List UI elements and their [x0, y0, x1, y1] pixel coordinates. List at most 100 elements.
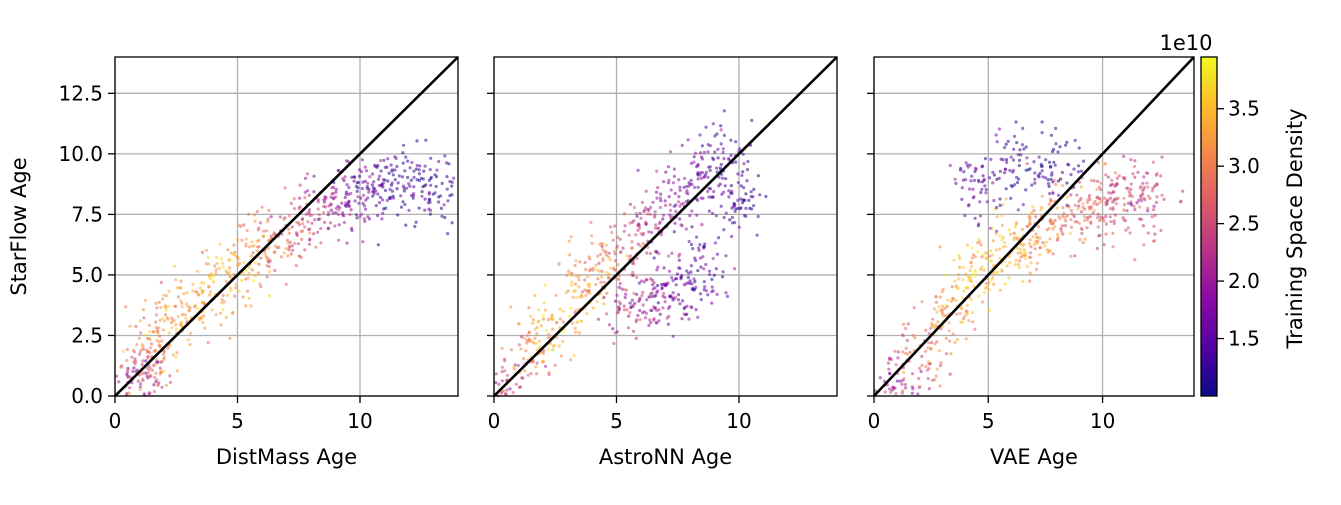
data-point	[698, 243, 702, 247]
data-point	[143, 333, 147, 337]
grid	[493, 57, 837, 397]
data-point	[1141, 188, 1145, 192]
data-point	[1089, 215, 1093, 219]
data-point	[448, 194, 452, 198]
data-point	[1020, 143, 1025, 147]
data-point	[953, 340, 957, 345]
data-point	[740, 201, 745, 205]
data-point	[722, 215, 726, 220]
data-point	[146, 371, 150, 375]
data-point	[390, 168, 394, 172]
data-point	[1121, 176, 1125, 180]
data-point	[668, 150, 673, 154]
data-point	[930, 341, 934, 345]
data-point	[381, 178, 386, 182]
data-point	[254, 273, 258, 277]
data-point	[692, 160, 696, 164]
data-point	[535, 372, 539, 376]
data-point	[988, 226, 993, 230]
data-point	[568, 253, 572, 257]
data-point	[1126, 201, 1130, 205]
data-point	[357, 201, 361, 205]
data-point	[988, 254, 992, 258]
data-point	[1091, 211, 1095, 215]
data-point	[139, 382, 143, 386]
data-point	[708, 273, 712, 277]
data-point	[132, 360, 136, 364]
data-point	[567, 269, 571, 273]
data-point	[611, 238, 615, 242]
data-point	[971, 311, 975, 315]
data-point	[973, 166, 978, 170]
data-point	[1077, 146, 1081, 150]
data-point	[739, 197, 743, 201]
data-point	[126, 367, 130, 371]
data-point	[681, 299, 685, 303]
data-point	[684, 313, 688, 317]
data-point	[1104, 222, 1108, 226]
data-point	[998, 203, 1002, 207]
data-point	[360, 186, 364, 191]
data-point	[203, 326, 207, 330]
data-point	[655, 268, 659, 272]
data-point	[973, 255, 977, 259]
data-point	[689, 178, 693, 182]
data-point	[316, 230, 320, 234]
data-point	[685, 269, 689, 273]
data-point	[374, 204, 378, 208]
x-tick-label: 5	[231, 409, 244, 433]
data-point	[931, 317, 935, 321]
data-point	[522, 357, 526, 361]
data-point	[1056, 193, 1060, 197]
data-point	[1088, 193, 1092, 198]
data-point	[165, 315, 169, 319]
data-point	[641, 290, 645, 294]
data-point	[244, 237, 249, 241]
data-point	[553, 363, 557, 367]
data-point	[327, 204, 331, 208]
data-point	[542, 301, 546, 305]
data-point	[381, 211, 385, 215]
data-point	[1053, 163, 1057, 167]
data-point	[668, 213, 672, 217]
data-point	[947, 329, 951, 333]
data-point	[723, 184, 727, 188]
axes-frame	[114, 56, 459, 397]
data-point	[739, 184, 743, 188]
data-point	[651, 287, 655, 291]
data-point	[644, 278, 648, 282]
data-point	[152, 389, 156, 394]
data-point	[693, 185, 697, 190]
data-point	[963, 314, 967, 318]
data-point	[641, 233, 645, 237]
data-point	[719, 204, 723, 208]
data-point	[961, 278, 965, 282]
data-point	[1151, 186, 1155, 190]
data-point	[636, 242, 640, 246]
data-point	[991, 181, 995, 185]
data-point	[733, 267, 737, 271]
data-point	[699, 176, 704, 180]
data-point	[1040, 205, 1044, 209]
data-point	[998, 197, 1002, 201]
data-point	[990, 253, 995, 257]
data-point	[527, 330, 531, 335]
data-point	[644, 311, 649, 315]
data-point	[602, 280, 606, 284]
data-point	[383, 188, 388, 193]
data-point	[157, 300, 161, 305]
data-point	[1065, 203, 1069, 207]
data-point	[1070, 212, 1074, 216]
data-point	[512, 365, 516, 369]
data-point	[964, 178, 968, 182]
data-point	[995, 215, 999, 219]
data-point	[686, 199, 690, 203]
data-point	[586, 275, 590, 279]
data-point	[403, 169, 407, 173]
data-point	[162, 349, 167, 353]
data-point	[569, 306, 573, 310]
data-point	[700, 144, 705, 148]
data-point	[749, 195, 753, 199]
data-point	[1155, 183, 1159, 187]
data-point	[1038, 236, 1042, 240]
